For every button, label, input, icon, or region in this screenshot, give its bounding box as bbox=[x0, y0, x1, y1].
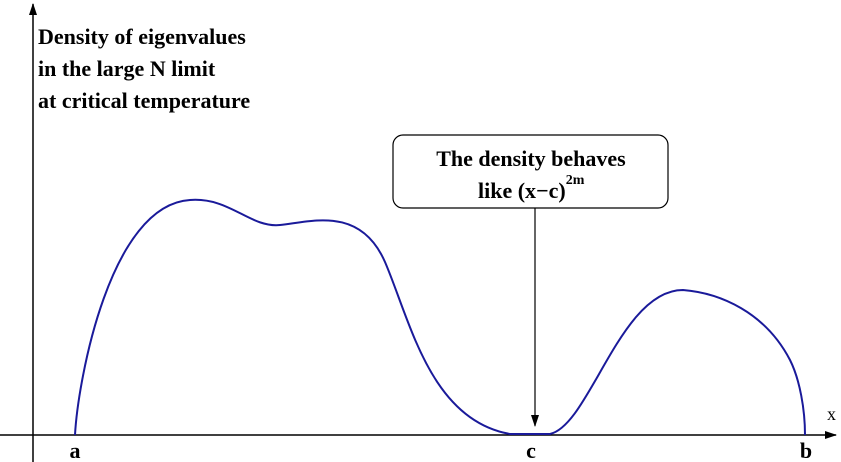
annotation-box bbox=[392, 134, 669, 209]
point-label: a bbox=[70, 438, 81, 462]
x-axis-label: x bbox=[827, 404, 836, 424]
annotation-superscript: 2m bbox=[566, 173, 585, 188]
title-line: Density of eigenvalues bbox=[38, 24, 246, 49]
point-label: b bbox=[800, 438, 812, 462]
density-curve bbox=[74, 198, 806, 436]
annotation-text: like (x−c) bbox=[478, 178, 566, 203]
title-line: at critical temperature bbox=[38, 88, 250, 113]
annotation-line: like (x−c)2m bbox=[478, 173, 585, 203]
title-line: in the large N limit bbox=[38, 56, 216, 81]
point-label: c bbox=[526, 438, 536, 462]
annotation-line: The density behaves bbox=[436, 146, 626, 171]
